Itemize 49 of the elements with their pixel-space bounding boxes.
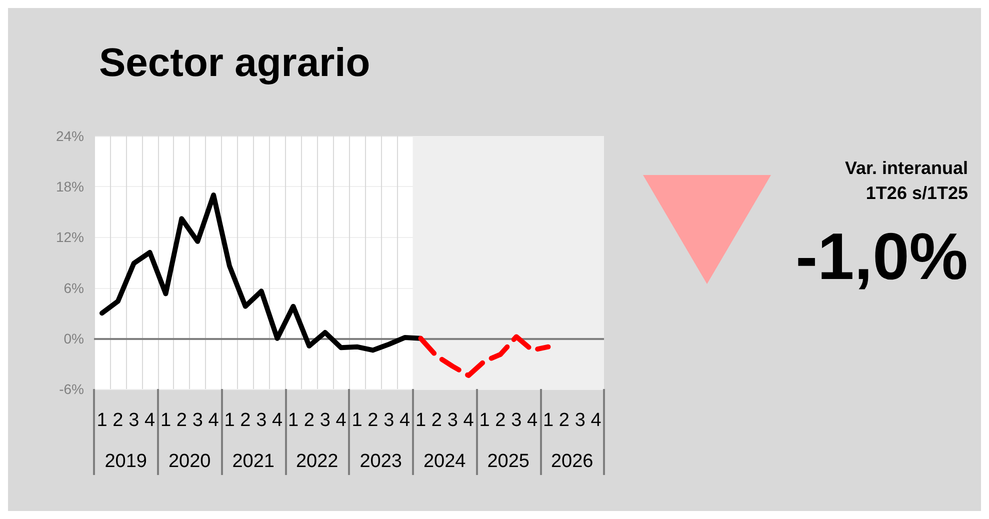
text: 2024 xyxy=(423,451,466,472)
x-tick-label: 2 xyxy=(112,410,124,431)
x-tick-label: 4 xyxy=(272,410,283,431)
x-tick-label: 1 xyxy=(96,410,108,431)
x-tick-label: 2 xyxy=(558,410,570,431)
x-tick-label: 1 xyxy=(224,410,235,431)
x-tick-label: 3 xyxy=(128,410,140,431)
text: -1,0% xyxy=(796,218,968,294)
x-tick-label: 3 xyxy=(447,410,458,431)
x-tick-label: 2 xyxy=(304,410,314,431)
y-tick-label: 24% xyxy=(56,128,84,144)
y-tick-label: 0% xyxy=(64,330,84,346)
x-tick-label: 1 xyxy=(288,410,299,431)
x-tick-label: 4 xyxy=(463,410,474,431)
x-tick-label: 2 xyxy=(495,410,506,431)
x-tick-label: 4 xyxy=(590,410,602,431)
x-tick-label: 4 xyxy=(336,410,347,431)
chart-title: Sector agrario xyxy=(99,41,370,85)
x-tick-label: 3 xyxy=(320,410,330,431)
text: Var. interanual 1T26 s/1T25 xyxy=(844,157,968,205)
x-tick-label: 1 xyxy=(352,410,362,431)
x-tick-label: 1 xyxy=(479,410,490,431)
x-tick-label: 4 xyxy=(526,410,538,431)
x-tick-label: 4 xyxy=(144,410,156,431)
text: 2025 xyxy=(487,451,530,472)
y-tick-label: 12% xyxy=(56,229,84,246)
x-tick-label: 2 xyxy=(368,410,378,431)
x-tick-label: 3 xyxy=(574,410,586,431)
y-tick-label: 18% xyxy=(56,178,84,195)
x-tick-label: 4 xyxy=(208,410,220,431)
x-tick-label: 2 xyxy=(431,410,442,431)
text: 2020 xyxy=(168,451,211,472)
y-tick-label: -6% xyxy=(59,381,84,397)
x-tick-label: 3 xyxy=(256,410,267,431)
x-tick-label: 3 xyxy=(384,410,394,431)
text: 2019 xyxy=(104,451,148,472)
text: 2021 xyxy=(232,451,275,472)
x-tick-label: 3 xyxy=(511,410,522,431)
x-tick-label: 1 xyxy=(542,410,554,431)
x-tick-label: 1 xyxy=(160,410,172,431)
x-tick-label: 4 xyxy=(399,410,410,431)
text: 2026 xyxy=(550,451,594,472)
text: 2022 xyxy=(296,451,338,472)
x-tick-label: 1 xyxy=(415,410,426,431)
x-tick-label: 3 xyxy=(192,410,203,431)
x-tick-label: 2 xyxy=(240,410,251,431)
text: 2023 xyxy=(360,451,402,472)
y-tick-label: 6% xyxy=(64,280,84,296)
x-tick-label: 2 xyxy=(176,410,187,431)
